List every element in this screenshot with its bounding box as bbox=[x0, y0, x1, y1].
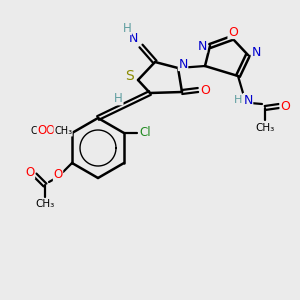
Text: O: O bbox=[45, 124, 55, 137]
Text: CH: CH bbox=[31, 126, 45, 136]
Text: CH₃: CH₃ bbox=[54, 126, 72, 136]
Text: CH₃: CH₃ bbox=[255, 123, 274, 133]
Text: N: N bbox=[243, 94, 253, 106]
Text: S: S bbox=[124, 69, 134, 83]
Text: Cl: Cl bbox=[139, 127, 151, 140]
Text: N: N bbox=[251, 46, 261, 59]
Text: O: O bbox=[200, 83, 210, 97]
Text: H: H bbox=[123, 22, 131, 34]
Text: O: O bbox=[53, 167, 63, 181]
Text: O: O bbox=[228, 26, 238, 38]
Text: N: N bbox=[128, 32, 138, 44]
Text: O: O bbox=[280, 100, 290, 112]
Text: O: O bbox=[38, 124, 46, 137]
Text: CH₃: CH₃ bbox=[35, 199, 55, 209]
Text: H: H bbox=[234, 95, 242, 105]
Text: O: O bbox=[26, 166, 34, 178]
Text: H: H bbox=[114, 92, 123, 105]
Text: N: N bbox=[197, 40, 207, 52]
Text: N: N bbox=[178, 58, 188, 70]
